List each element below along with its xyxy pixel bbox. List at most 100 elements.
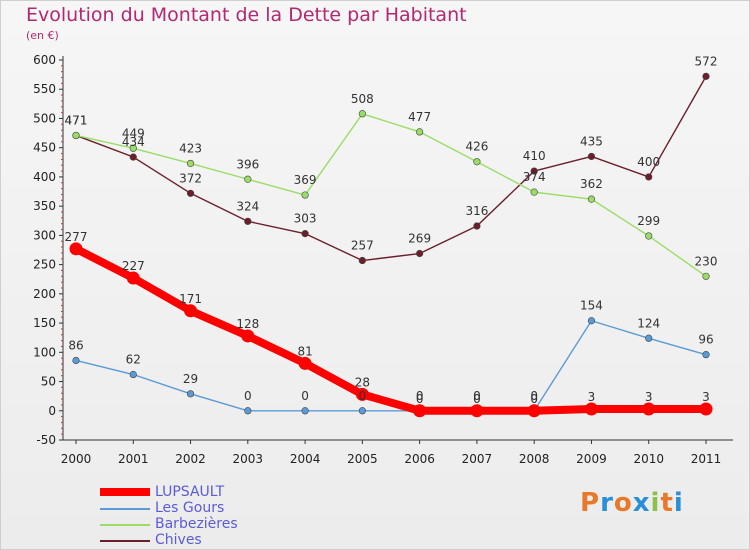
y-tick-label: 300 — [33, 228, 56, 242]
data-point — [241, 329, 255, 343]
data-label: 435 — [580, 134, 603, 148]
data-label: 3 — [588, 390, 596, 404]
data-label: 477 — [408, 110, 431, 124]
data-point — [358, 407, 366, 415]
data-label: 372 — [179, 171, 202, 185]
data-label: 124 — [637, 316, 660, 330]
data-label: 0 — [530, 392, 538, 406]
y-tick-label: 450 — [33, 141, 56, 155]
y-tick-label: 0 — [48, 404, 56, 418]
data-label: 449 — [122, 126, 145, 140]
data-label: 62 — [126, 353, 141, 367]
legend-swatch-les-gours — [100, 508, 150, 510]
y-tick-label: 350 — [33, 199, 56, 213]
legend-swatch-lupsault — [100, 488, 150, 496]
data-point — [645, 334, 653, 342]
data-label: 154 — [580, 299, 603, 313]
data-point — [530, 167, 538, 175]
chart-title: Evolution du Montant de la Dette par Hab… — [26, 4, 467, 26]
x-tick-label: 2007 — [462, 452, 493, 466]
x-tick-label: 2003 — [233, 452, 264, 466]
data-label: 400 — [637, 155, 660, 169]
legend-swatch-chives — [100, 540, 150, 542]
data-point — [584, 402, 598, 416]
data-point — [301, 191, 309, 199]
x-tick-label: 2000 — [61, 452, 92, 466]
data-label: 0 — [359, 389, 367, 403]
data-label: 0 — [473, 392, 481, 406]
data-label: 572 — [695, 54, 718, 68]
data-label: 410 — [523, 149, 546, 163]
y-tick-label: 550 — [33, 82, 56, 96]
data-point — [72, 356, 80, 365]
data-point — [129, 153, 137, 161]
data-label: 96 — [698, 333, 713, 347]
y-tick-label: 250 — [33, 258, 56, 272]
data-point — [527, 404, 541, 418]
data-point — [244, 217, 252, 225]
data-point — [530, 188, 538, 196]
data-label: 303 — [294, 212, 317, 226]
logo-letter: P — [580, 488, 601, 518]
logo-letter: i — [650, 488, 661, 518]
data-label: 471 — [65, 113, 88, 127]
data-point — [358, 110, 366, 118]
data-label: 374 — [523, 170, 546, 184]
series-line-3 — [75, 76, 707, 262]
data-label: 0 — [416, 392, 424, 406]
y-tick-label: 500 — [33, 111, 56, 125]
x-tick-label: 2005 — [347, 452, 378, 466]
x-tick-label: 2011 — [691, 452, 722, 466]
x-tick-label: 2002 — [175, 452, 206, 466]
x-tick-label: 2001 — [118, 452, 149, 466]
data-label: 0 — [530, 389, 538, 403]
x-tick-label: 2009 — [576, 452, 607, 466]
data-point — [184, 304, 198, 318]
logo-letter: t — [660, 488, 674, 518]
data-point — [645, 173, 653, 181]
data-point — [645, 232, 653, 240]
chart-unit: (en €) — [26, 29, 59, 42]
series-line-1 — [75, 320, 707, 412]
logo-letter: x — [632, 488, 651, 518]
data-label: 471 — [65, 113, 88, 127]
legend-label-barbezieres: Barbezières — [155, 516, 238, 532]
data-point — [470, 404, 484, 418]
y-tick-label: 100 — [33, 345, 56, 359]
data-point — [587, 152, 596, 161]
series-line-2 — [75, 113, 707, 277]
data-label: 28 — [355, 375, 370, 389]
data-label: 316 — [465, 204, 488, 218]
data-label: 230 — [695, 254, 718, 268]
data-point — [186, 189, 195, 197]
legend-label-les-gours: Les Gours — [155, 500, 225, 516]
data-label: 3 — [702, 390, 710, 404]
y-tick-label: 600 — [33, 53, 56, 67]
x-tick-label: 2010 — [633, 452, 664, 466]
data-label: 128 — [236, 317, 259, 331]
data-label: 396 — [236, 157, 259, 171]
logo-letter: i — [673, 488, 684, 518]
data-label: 362 — [580, 177, 603, 191]
data-label: 426 — [465, 140, 488, 154]
series-line-0 — [74, 245, 706, 415]
proxiti-logo: Proxiti — [580, 488, 684, 518]
data-point — [702, 72, 710, 80]
data-point — [129, 370, 137, 379]
data-label: 369 — [294, 173, 317, 187]
y-tick-label: 50 — [41, 375, 56, 389]
data-point — [301, 407, 309, 415]
data-label: 277 — [65, 230, 88, 244]
data-label: 434 — [122, 135, 145, 149]
data-label: 0 — [244, 389, 252, 403]
data-point — [413, 404, 427, 418]
data-point — [126, 271, 140, 285]
data-point — [298, 356, 312, 370]
data-label: 0 — [301, 389, 309, 403]
data-point — [129, 144, 137, 152]
data-point — [473, 222, 481, 230]
data-point — [72, 131, 80, 140]
y-tick-label: 150 — [33, 316, 56, 330]
data-label: 0 — [416, 389, 424, 403]
